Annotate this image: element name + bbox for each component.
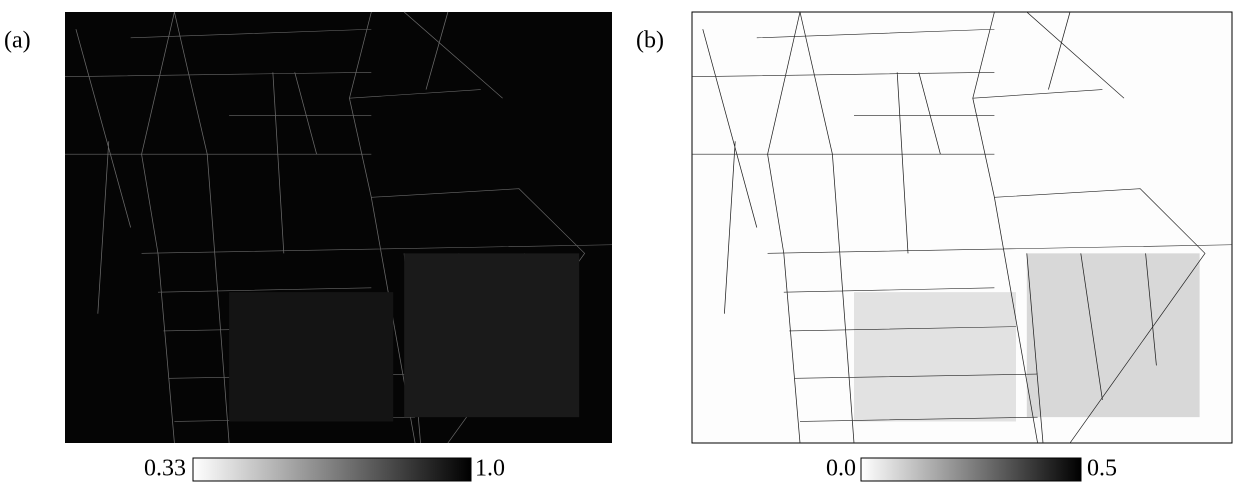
colorbar-max: 1.0 xyxy=(475,456,505,482)
colorbar-min: 0.33 xyxy=(144,456,186,482)
figure: (a) 0.33 1.0 (b) 0.0 0.5 xyxy=(0,0,1234,492)
colorbar-max: 0.5 xyxy=(1087,456,1117,482)
colorbar xyxy=(193,458,471,481)
colorbar-min: 0.0 xyxy=(826,456,856,482)
panel-label: (b) xyxy=(636,28,664,54)
panel-label: (a) xyxy=(4,28,31,54)
colorbar xyxy=(861,458,1081,481)
